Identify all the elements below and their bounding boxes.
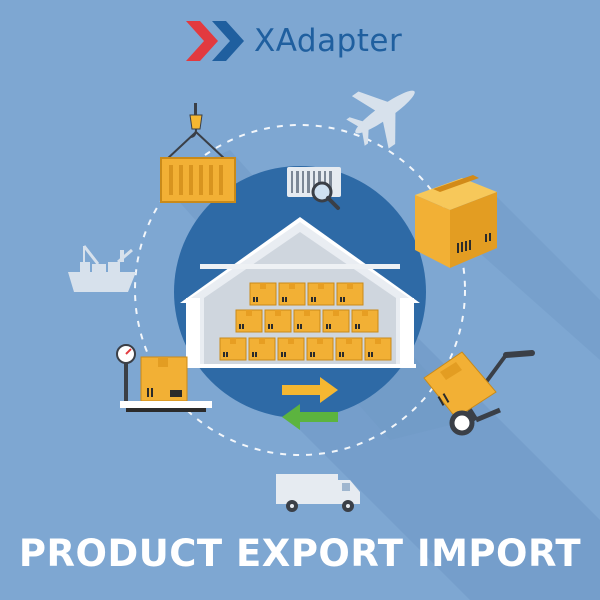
crane-container-icon	[160, 103, 236, 203]
hand-truck-icon	[423, 350, 535, 436]
weighing-scale-icon	[116, 344, 212, 412]
cargo-ship-icon	[68, 245, 136, 292]
headline: PRODUCT EXPORT IMPORT	[18, 532, 582, 575]
delivery-truck-icon	[276, 474, 360, 512]
orbit-ring	[134, 124, 466, 456]
brand-logo: XAdapter	[186, 18, 402, 64]
export-import-arrows-icon	[282, 377, 338, 430]
airplane-icon	[346, 90, 415, 149]
brand-name: XAdapter	[254, 23, 403, 59]
barcode-search-icon	[287, 167, 341, 210]
x-chevron-logo-icon	[186, 21, 244, 61]
cardboard-box-icon	[415, 175, 497, 268]
